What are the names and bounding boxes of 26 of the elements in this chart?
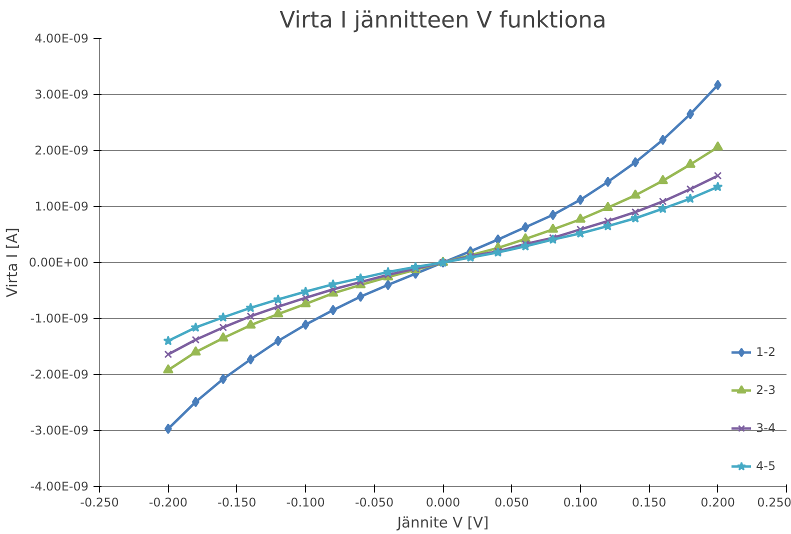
x-tick-label: 0.250	[757, 496, 791, 510]
x-tick-label: 0.000	[426, 496, 460, 510]
x-axis-title: Jännite V [V]	[396, 514, 489, 532]
y-tick-label: 3.00E-09	[34, 88, 89, 102]
x-tick-label: 0.200	[700, 496, 735, 510]
x-tick-label: 0.100	[563, 496, 598, 510]
y-tick-label: 1.00E-09	[34, 200, 89, 214]
legend-label: 1-2	[756, 345, 776, 359]
x-tick-label: 0.050	[494, 496, 529, 510]
y-tick-label: -1.00E-09	[30, 312, 89, 326]
legend-label: 2-3	[756, 383, 776, 397]
y-tick-label: 4.00E-09	[34, 32, 89, 46]
chart-title: Virta I jännitteen V funktiona	[280, 8, 606, 34]
x-tick-label: -0.050	[354, 496, 394, 510]
x-tick-label: -0.100	[286, 496, 325, 510]
y-tick-label: 0.00E+00	[28, 256, 88, 270]
x-tick-label: 0.150	[632, 496, 666, 510]
y-tick-label: -4.00E-09	[30, 480, 89, 494]
y-axis-title: Virta I [A]	[4, 228, 21, 298]
y-tick-label: 2.00E-09	[34, 144, 89, 158]
y-tick-label: -2.00E-09	[30, 368, 89, 382]
x-tick-label: -0.200	[148, 496, 188, 510]
x-tick-label: -0.250	[80, 496, 119, 510]
y-tick-label: -3.00E-09	[30, 424, 89, 438]
x-tick-label: -0.150	[218, 496, 256, 510]
legend-label: 4-5	[756, 459, 776, 473]
